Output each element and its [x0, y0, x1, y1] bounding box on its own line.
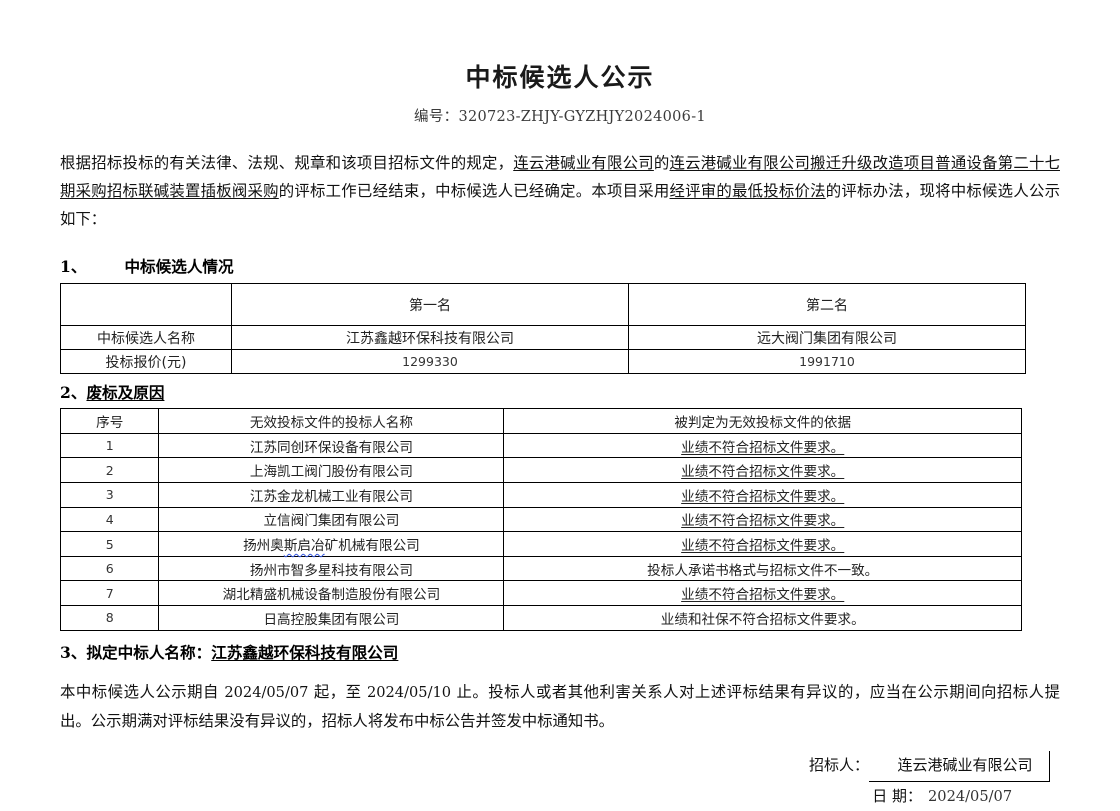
intro-underline-tenderer: 连云港碱业有限公司 [513, 154, 654, 173]
intro-text-b: 的 [653, 154, 670, 173]
intro-text-d: 的评标办法，现将中标候选人公示如下： [60, 182, 1060, 229]
table-row: 投标报价(元) 1299330 1991710 [60, 349, 1026, 375]
tenderer-value: 连云港碱业有限公司 [869, 750, 1050, 782]
table-row: 3 江苏金龙机械工业有限公司 业绩不符合招标文件要求。 [59, 482, 1022, 508]
intro-text-a: 根据招标投标的有关法律、法规、规章和该项目招标文件的规定， [60, 154, 514, 173]
candidate-2-name: 远大阀门集团有限公司 [628, 325, 1026, 351]
table-row: 6 扬州市智多星科技有限公司 投标人承诺书格式与招标文件不一致。 [59, 555, 1022, 582]
section3-number: 3、 [60, 642, 87, 662]
reject-row-4-index: 4 [59, 506, 160, 533]
rejects-header-index: 序号 [59, 408, 160, 434]
reject-row-5-reason: 业绩不符合招标文件要求。 [503, 531, 1022, 557]
document-code: 编号：320723-ZHJY-GYZHJY2024006-1 [60, 93, 1060, 126]
reject-row-1-reason: 业绩不符合招标文件要求。 [503, 432, 1022, 459]
intro-paragraph: 根据招标投标的有关法律、法规、规章和该项目招标文件的规定，连云港碱业有限公司的连… [60, 126, 1060, 233]
table-row: 5 扬州奥斯启冶矿机械有限公司 业绩不符合招标文件要求。 [59, 531, 1022, 557]
reject-row-6-index: 6 [59, 555, 160, 582]
reject-row-8-bidder: 日高控股集团有限公司 [158, 605, 505, 631]
reject-bidder-spellcheck: 斯启冶 [283, 538, 325, 555]
reject-row-6-bidder: 扬州市智多星科技有限公司 [158, 555, 505, 582]
section3-winner-name: 江苏鑫越环保科技有限公司 [211, 642, 399, 662]
candidates-table: 第一名 第二名 中标候选人名称 江苏鑫越环保科技有限公司 远大阀门集团有限公司 … [60, 283, 1026, 375]
candidates-row-label-price: 投标报价(元) [60, 349, 232, 375]
candidates-header-blank [60, 283, 232, 327]
reject-row-5-bidder: 扬州奥斯启冶矿机械有限公司 [158, 531, 505, 557]
section1-number: 1、 [60, 257, 87, 277]
reject-row-6-reason: 投标人承诺书格式与招标文件不一致。 [503, 555, 1022, 582]
section3-heading: 3、拟定中标人名称：江苏鑫越环保科技有限公司 [60, 631, 1060, 669]
reject-row-4-reason: 业绩不符合招标文件要求。 [503, 506, 1022, 533]
table-row: 4 立信阀门集团有限公司 业绩不符合招标文件要求。 [59, 506, 1022, 533]
table-row: 2 上海凯工阀门股份有限公司 业绩不符合招标文件要求。 [59, 457, 1022, 484]
date-line: 日 期： 2024/05/07 [60, 782, 1060, 811]
intro-text-c: 的评标工作已经结束，中标候选人已经确定。本项目采用 [278, 182, 670, 201]
candidate-1-name: 江苏鑫越环保科技有限公司 [231, 325, 629, 351]
section2-heading: 2、废标及原因 [60, 374, 1060, 408]
reject-row-5-index: 5 [59, 531, 160, 557]
reject-row-7-reason: 业绩不符合招标文件要求。 [503, 580, 1022, 606]
table-row: 8 日高控股集团有限公司 业绩和社保不符合招标文件要求。 [59, 605, 1022, 631]
rejects-header-bidder: 无效投标文件的投标人名称 [158, 408, 505, 434]
section3-title: 拟定中标人名称： [86, 642, 212, 662]
candidate-1-price: 1299330 [231, 349, 629, 375]
reject-reason-text: 业绩不符合招标文件要求。 [681, 488, 845, 505]
page-title: 中标候选人公示 [465, 63, 655, 92]
reject-row-2-reason: 业绩不符合招标文件要求。 [503, 457, 1022, 484]
reject-bidder-prefix: 扬州奥 [243, 538, 284, 555]
publicity-start-date: 2024/05/07 [224, 683, 309, 701]
closing-text-b: 起，至 [308, 682, 367, 701]
reject-bidder-suffix: 矿机械有限公司 [324, 538, 420, 555]
reject-row-1-bidder: 江苏同创环保设备有限公司 [158, 432, 505, 459]
tenderer-label: 招标人： [808, 755, 869, 774]
table-header-row: 第一名 第二名 [60, 283, 1026, 327]
section1-title: 中标候选人情况 [124, 257, 234, 277]
reject-reason-text: 业绩不符合招标文件要求。 [681, 439, 845, 456]
reject-row-7-index: 7 [59, 580, 160, 606]
tenderer-line: 招标人： 连云港碱业有限公司 [60, 750, 1060, 782]
date-value: 2024/05/07 [928, 787, 1013, 805]
table-header-row: 序号 无效投标文件的投标人名称 被判定为无效投标文件的依据 [59, 408, 1022, 434]
candidates-row-label-name: 中标候选人名称 [60, 325, 232, 351]
reject-row-2-bidder: 上海凯工阀门股份有限公司 [158, 457, 505, 484]
reject-row-7-bidder: 湖北精盛机械设备制造股份有限公司 [158, 580, 505, 606]
reject-row-3-reason: 业绩不符合招标文件要求。 [503, 482, 1022, 508]
rejected-bids-table: 序号 无效投标文件的投标人名称 被判定为无效投标文件的依据 1 江苏同创环保设备… [59, 408, 1022, 631]
reject-row-8-reason: 业绩和社保不符合招标文件要求。 [503, 605, 1022, 631]
signature-block: 招标人： 连云港碱业有限公司 日 期： 2024/05/07 [60, 750, 1060, 811]
closing-paragraph: 本中标候选人公示期自 2024/05/07 起，至 2024/05/10 止。投… [60, 669, 1060, 735]
reject-row-3-bidder: 江苏金龙机械工业有限公司 [158, 482, 505, 508]
reject-reason-text: 业绩不符合招标文件要求。 [681, 538, 845, 555]
intro-underline-project: 连云港碱业有限公司搬迁升级改造项目普通设备第二十七期采购招标联碱装置插板阀采购 [60, 154, 1060, 201]
publicity-end-date: 2024/05/10 [366, 683, 452, 701]
reject-row-3-index: 3 [59, 482, 160, 508]
reject-reason-text: 业绩不符合招标文件要求。 [681, 587, 845, 604]
document-code-label: 编号： [414, 109, 459, 126]
reject-reason-text: 业绩不符合招标文件要求。 [681, 464, 845, 481]
section2-number: 2、 [60, 383, 87, 403]
table-row: 7 湖北精盛机械设备制造股份有限公司 业绩不符合招标文件要求。 [59, 580, 1022, 606]
reject-reason-text: 业绩不符合招标文件要求。 [681, 513, 845, 530]
document-code-value: 320723-ZHJY-GYZHJY2024006-1 [458, 109, 706, 126]
intro-underline-method: 经评审的最低投标价法 [669, 182, 826, 201]
closing-text-a: 本中标候选人公示期自 [60, 682, 225, 701]
reject-row-1-index: 1 [59, 432, 160, 459]
table-row: 中标候选人名称 江苏鑫越环保科技有限公司 远大阀门集团有限公司 [60, 325, 1026, 351]
reject-row-4-bidder: 立信阀门集团有限公司 [158, 506, 505, 533]
candidate-2-price: 1991710 [628, 349, 1026, 375]
rejects-header-reason: 被判定为无效投标文件的依据 [503, 408, 1022, 434]
table-row: 1 江苏同创环保设备有限公司 业绩不符合招标文件要求。 [59, 432, 1022, 459]
document-page: 中标候选人公示 编号：320723-ZHJY-GYZHJY2024006-1 根… [59, 63, 1060, 805]
candidates-header-rank2: 第二名 [628, 283, 1026, 327]
date-label: 日 期： [872, 786, 922, 805]
reject-row-8-index: 8 [59, 605, 160, 631]
closing-text-c: 止。投标人或者其他利害关系人对上述评标结果有异议的，应当在公示期间向招标人提出。… [60, 682, 1060, 730]
candidates-header-rank1: 第一名 [231, 283, 629, 327]
section2-title: 废标及原因 [86, 383, 165, 403]
reject-row-2-index: 2 [59, 457, 160, 484]
section1-heading: 1、 中标候选人情况 [60, 233, 1060, 283]
